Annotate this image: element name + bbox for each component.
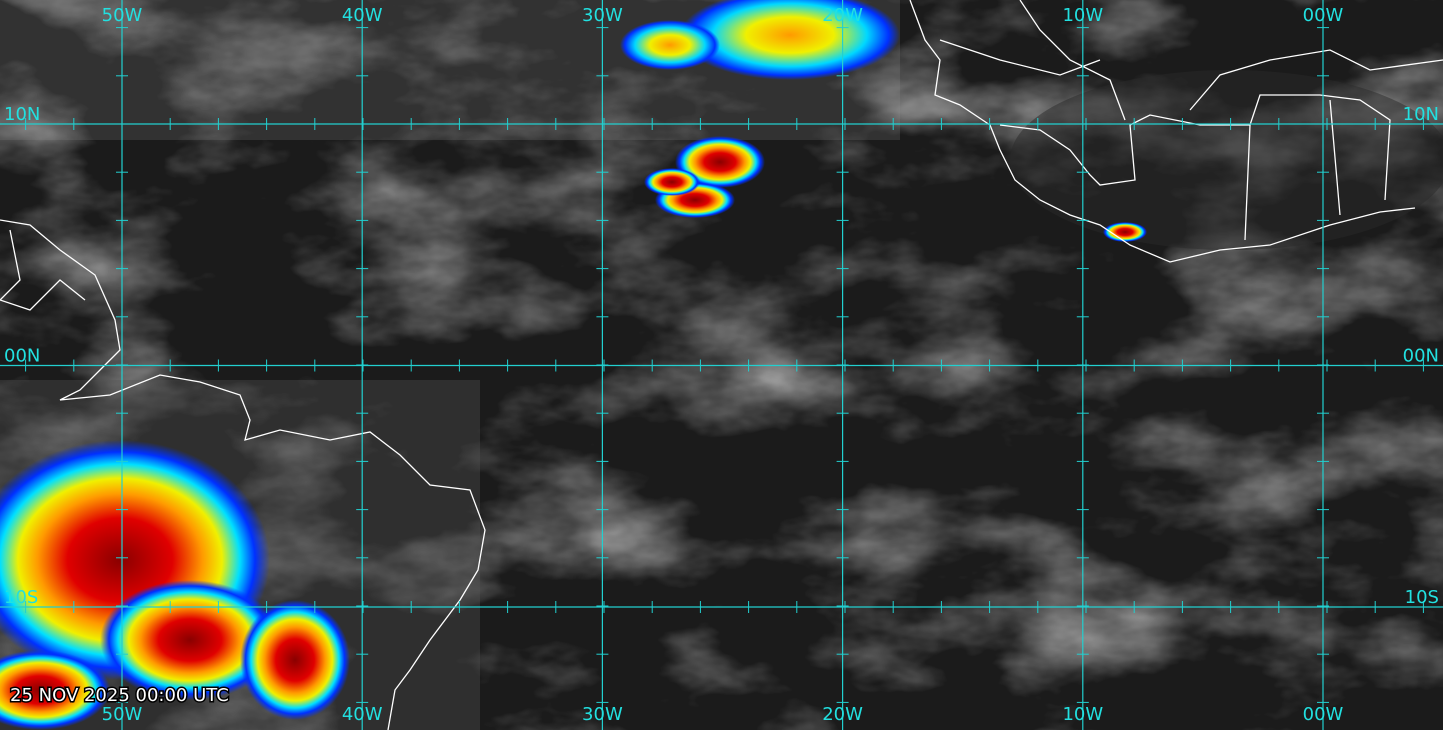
- longitude-label: 30W: [582, 5, 623, 26]
- latitude-label: 00N: [4, 346, 40, 367]
- longitude-label: 10W: [1062, 704, 1103, 725]
- latitude-label: 10S: [4, 587, 38, 608]
- longitude-label: 40W: [342, 5, 383, 26]
- longitude-label: 20W: [822, 704, 863, 725]
- longitude-label: 40W: [342, 704, 383, 725]
- longitude-label: 00W: [1303, 704, 1344, 725]
- longitude-label: 50W: [102, 704, 143, 725]
- latitude-label: 10S: [1405, 587, 1439, 608]
- latitude-label: 10N: [1403, 104, 1439, 125]
- longitude-label: 10W: [1062, 5, 1103, 26]
- latitude-label: 00N: [1403, 346, 1439, 367]
- latitude-label: 10N: [4, 104, 40, 125]
- convective-clouds: [0, 0, 1147, 730]
- longitude-label: 20W: [822, 5, 863, 26]
- longitude-label: 50W: [102, 5, 143, 26]
- timestamp: 25 NOV 2025 00:00 UTC: [10, 685, 229, 706]
- longitude-label: 00W: [1303, 5, 1344, 26]
- longitude-label: 30W: [582, 704, 623, 725]
